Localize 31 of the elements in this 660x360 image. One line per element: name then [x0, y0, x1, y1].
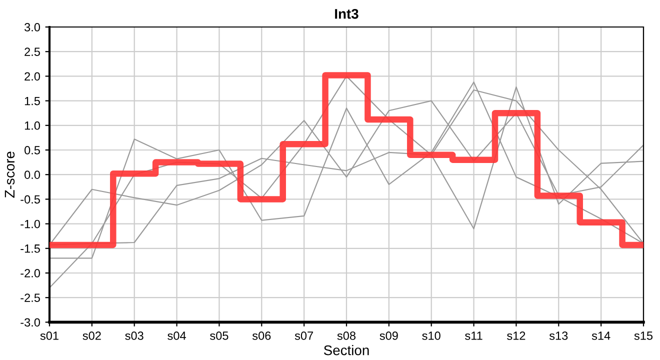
x-tick-label: s03 [125, 332, 144, 340]
x-tick-label: s15 [634, 332, 653, 340]
y-tick-label: -2.0 [20, 269, 40, 278]
chart-title: Int3 [335, 8, 358, 19]
x-axis-title: Section [324, 345, 369, 356]
x-tick-label: s06 [252, 332, 271, 340]
y-tick-label: 3.0 [24, 23, 40, 32]
x-tick-label: s14 [592, 332, 610, 340]
y-tick-label: 0.5 [24, 146, 40, 154]
x-tick-label: s11 [465, 332, 482, 340]
x-tick-label: s09 [380, 332, 398, 340]
x-tick-label: s10 [422, 332, 440, 340]
x-tick-label: s04 [168, 332, 186, 340]
x-tick-label: s07 [294, 332, 313, 340]
y-axis-title: Z-score [4, 152, 15, 198]
x-tick-label: s02 [82, 332, 101, 340]
y-tick-label: -2.5 [20, 294, 40, 302]
y-tick-label: -1.0 [20, 220, 40, 228]
x-tick-label: s12 [507, 332, 526, 340]
y-tick-label: -1.5 [20, 244, 40, 253]
y-tick-label: 2.0 [24, 72, 40, 81]
y-tick-label: 2.5 [24, 48, 40, 56]
y-tick-label: -0.5 [20, 195, 40, 204]
x-tick-label: s01 [40, 332, 58, 340]
y-tick-label: 1.0 [24, 121, 40, 130]
y-tick-label: -3.0 [20, 318, 40, 327]
x-tick-label: s13 [549, 332, 568, 340]
y-tick-label: 1.5 [24, 96, 40, 106]
x-tick-label: s05 [210, 332, 228, 340]
x-tick-label: s08 [337, 332, 356, 340]
y-tick-label: 0.0 [24, 170, 40, 179]
